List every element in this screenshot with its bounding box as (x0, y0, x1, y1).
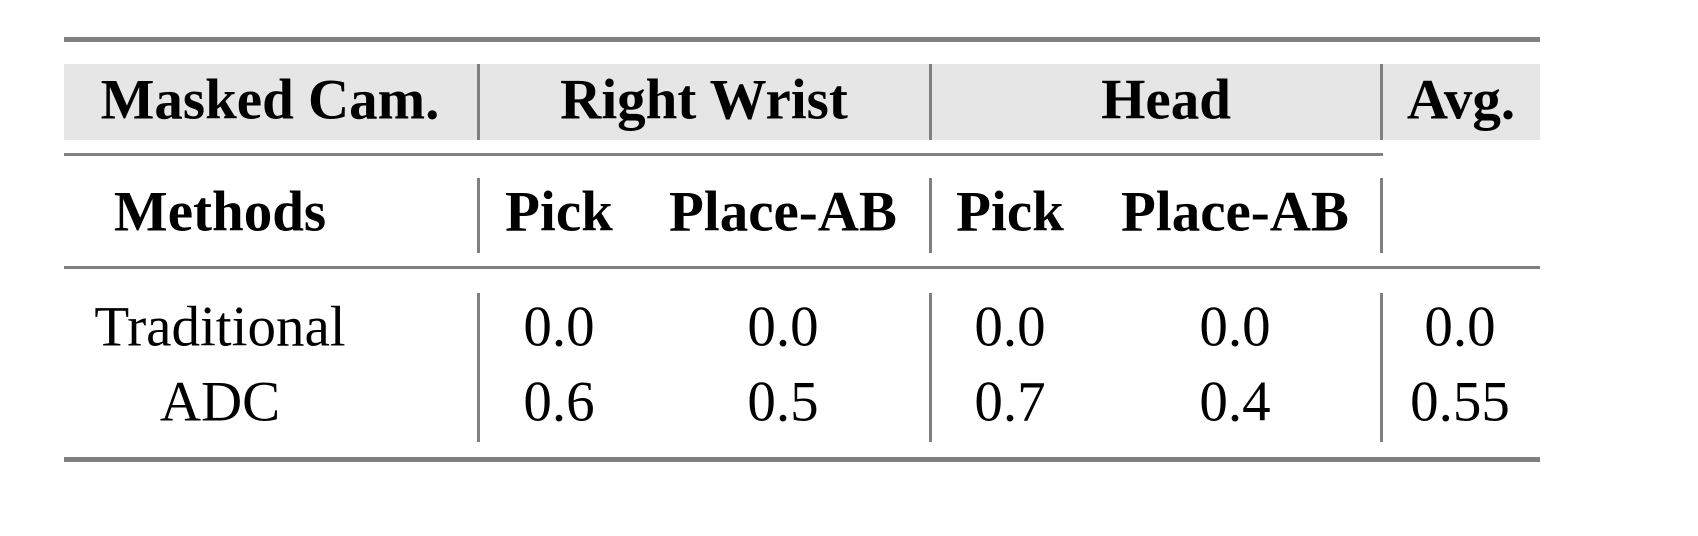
column-divider (929, 64, 932, 140)
method-name: ADC (159, 370, 281, 434)
cell-value: 0.0 (1199, 295, 1271, 359)
column-divider (477, 293, 480, 442)
column-divider (1380, 64, 1383, 140)
cell-value: 0.5 (747, 370, 819, 434)
header-head-place: Place-AB (1121, 180, 1349, 244)
column-divider (929, 293, 932, 442)
header-shade (64, 64, 1540, 140)
cell-value: 0.0 (747, 295, 819, 359)
top-rule (64, 37, 1540, 42)
header-rw-pick: Pick (505, 180, 613, 244)
header-right-wrist: Right Wrist (560, 68, 848, 132)
cell-value: 0.0 (974, 295, 1046, 359)
header-masked-cam: Masked Cam. (100, 68, 440, 132)
header-avg: Avg. (1406, 68, 1516, 132)
cell-value: 0.55 (1410, 370, 1510, 434)
header-rw-place: Place-AB (669, 180, 897, 244)
header-methods: Methods (113, 180, 327, 244)
bottom-rule (64, 457, 1540, 462)
header-head-pick: Pick (956, 180, 1064, 244)
cell-value: 0.6 (523, 370, 595, 434)
column-divider (477, 64, 480, 140)
mid-rule (64, 153, 1383, 156)
column-divider (1380, 293, 1383, 442)
cell-value: 0.7 (974, 370, 1046, 434)
header-rule (64, 266, 1540, 269)
cell-value: 0.4 (1199, 370, 1271, 434)
column-divider (477, 178, 480, 253)
method-name: Traditional (94, 295, 346, 359)
column-divider (929, 178, 932, 253)
cell-value: 0.0 (1424, 295, 1496, 359)
cell-value: 0.0 (523, 295, 595, 359)
header-head: Head (1101, 68, 1231, 132)
column-divider (1380, 178, 1383, 253)
